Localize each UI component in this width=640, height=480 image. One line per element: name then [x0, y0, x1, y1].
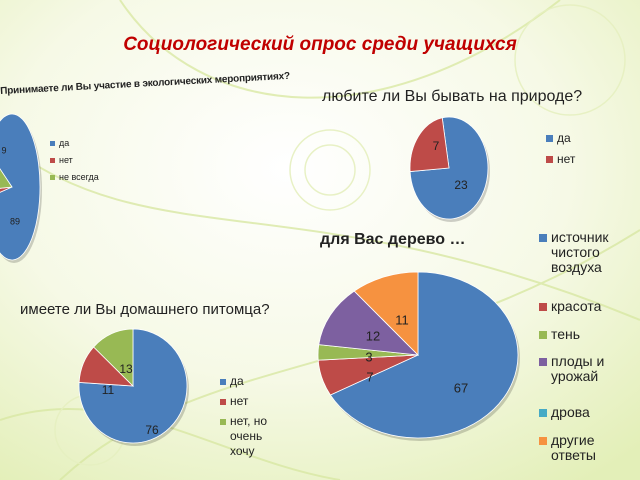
data-label: 76	[145, 423, 159, 437]
legend-label: да	[557, 131, 571, 145]
data-label: 7	[366, 369, 373, 384]
legend-label: нет, но очень хочу	[230, 414, 268, 458]
pie-slice	[318, 290, 420, 356]
data-label: 23	[454, 178, 468, 192]
pie-slice	[353, 271, 419, 356]
pie-slice	[0, 113, 41, 261]
pie-slice	[329, 271, 519, 439]
legend-label: да	[230, 374, 244, 388]
legend-swatch	[546, 155, 553, 163]
legend-swatch	[539, 302, 547, 311]
legend-label: красота	[551, 298, 602, 314]
legend-swatch	[50, 140, 55, 146]
legend-swatch	[546, 134, 553, 142]
data-label: 67	[454, 380, 468, 395]
data-label: 3	[365, 349, 372, 364]
legend-swatch	[539, 436, 547, 445]
legend-swatch	[539, 357, 547, 366]
data-label: 9	[1, 145, 6, 155]
legend-label: да	[59, 138, 70, 148]
legend-label: другие ответы	[551, 432, 596, 463]
page-title: Социологический опрос среди учащихся	[123, 34, 517, 55]
data-label: 13	[119, 362, 133, 376]
legend-label: плоды и урожай	[551, 353, 605, 384]
legend-swatch	[220, 378, 226, 385]
legend-swatch	[220, 398, 226, 405]
legend-swatch	[539, 330, 547, 339]
legend-label: тень	[551, 326, 581, 342]
chart-title-pet: имеете ли Вы домашнего питомца?	[20, 301, 270, 318]
pie-slice	[409, 117, 450, 172]
data-label: 12	[366, 328, 380, 343]
pie-slice	[0, 168, 13, 189]
chart-title-tree: для Вас дерево …	[320, 231, 466, 248]
legend-swatch	[220, 418, 226, 425]
data-label: 11	[102, 383, 115, 397]
legend-label: источник чистого воздуха	[551, 229, 609, 275]
legend-swatch	[539, 408, 547, 417]
legend-label: нет	[230, 394, 249, 408]
legend-label: нет	[59, 155, 73, 165]
legend-label: нет	[557, 152, 576, 166]
legend-label: дрова	[551, 404, 590, 420]
data-label: 7	[433, 139, 440, 153]
legend-label: не всегда	[59, 172, 99, 182]
legend-swatch	[50, 157, 55, 163]
chart-title-nature: любите ли Вы бывать на природе?	[322, 88, 583, 105]
pie-slice	[93, 328, 134, 387]
legend-swatch	[50, 174, 55, 180]
legend-swatch	[539, 233, 547, 242]
data-label: 11	[395, 312, 409, 327]
data-label: 89	[10, 216, 20, 226]
